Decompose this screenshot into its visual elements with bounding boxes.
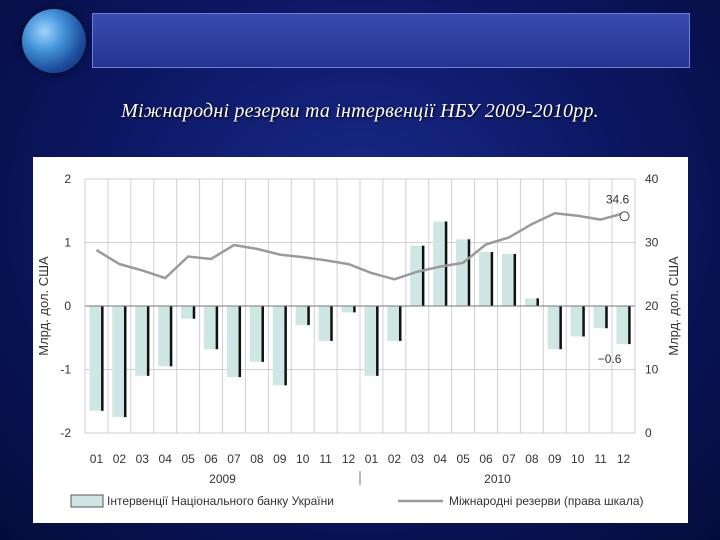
legend-label-interventions: Інтервенції Національного банку України [107, 494, 334, 508]
bar-edge-2 [146, 306, 150, 376]
bar-edge-1 [123, 306, 127, 418]
bar-edge-22 [605, 306, 608, 329]
bar-10 [318, 306, 333, 341]
bar-20 [547, 306, 562, 350]
y-tick-right: 20 [645, 299, 659, 313]
bar-edge-16 [467, 239, 471, 306]
year-label: 2009 [209, 472, 236, 486]
x-tick-label: 05 [181, 452, 195, 466]
bar-6 [226, 306, 242, 378]
legend-label-reserves: Міжнародні резерви (права шкала) [449, 494, 644, 508]
bar-15 [433, 221, 448, 306]
y-tick-left: -1 [60, 363, 71, 377]
legend-swatch-interventions [70, 494, 104, 508]
y-tick-left: 2 [64, 172, 71, 186]
x-tick-label: 03 [411, 452, 425, 466]
bar-12 [364, 306, 379, 376]
x-tick-label: 09 [548, 452, 562, 466]
bar-edge-17 [490, 252, 494, 306]
slide-title: Міжнародні резерви та інтервенції НБУ 20… [121, 100, 599, 122]
bar-14 [410, 245, 425, 306]
x-tick-label: 10 [296, 452, 310, 466]
y-axis-label-right: Млрд. дол. США [666, 256, 681, 356]
y-tick-right: 10 [645, 363, 659, 377]
x-tick-label: 07 [227, 452, 241, 466]
y-tick-right: 30 [645, 236, 659, 250]
bar-1 [112, 306, 127, 418]
bar-2 [135, 306, 150, 376]
x-tick-label: 02 [113, 452, 127, 466]
bar-0 [89, 306, 104, 411]
y-tick-right: 0 [645, 426, 652, 440]
x-tick-label: 08 [250, 452, 264, 466]
chart-panel: 34.6 −0.6 2 1 0 -1 -2 40 30 20 10 0 Млрд. дол. США Мл… [33, 157, 688, 523]
bar-edge-0 [101, 306, 104, 411]
y-tick-left: 0 [64, 299, 71, 313]
x-tick-label: 06 [479, 452, 493, 466]
bar-edge-5 [215, 306, 219, 350]
bar-edge-12 [376, 306, 379, 376]
x-tick-label: 12 [342, 452, 356, 466]
x-tick-label: 07 [502, 452, 516, 466]
annotation-intervention-last: −0.6 [598, 352, 622, 366]
bar-7 [249, 306, 264, 362]
globe-logo-icon [22, 9, 86, 73]
x-tick-label: 11 [594, 452, 607, 466]
x-tick-label: 08 [525, 452, 539, 466]
annotation-reserves-last: 34.6 [606, 192, 630, 206]
x-tick-label: 04 [159, 452, 173, 466]
x-tick-label: 11 [319, 452, 332, 466]
bar-edge-9 [307, 306, 310, 326]
x-tick-label: 09 [273, 452, 287, 466]
bar-4 [181, 306, 196, 319]
bar-edge-21 [582, 306, 585, 337]
bar-3 [158, 306, 173, 367]
x-tick-label: 03 [136, 452, 150, 466]
x-tick-label: 01 [90, 452, 104, 466]
x-tick-label: 04 [434, 452, 448, 466]
x-tick-label: 05 [456, 452, 470, 466]
y-axis-label-left: Млрд. дол. США [36, 256, 51, 356]
bar-18 [501, 253, 517, 306]
bar-edge-18 [513, 253, 517, 306]
bar-13 [387, 306, 402, 341]
bar-8 [272, 306, 287, 386]
bar-edge-15 [444, 221, 448, 306]
y-tick-left: -2 [60, 426, 71, 440]
bar-17 [478, 252, 494, 306]
bar-edge-7 [261, 306, 264, 362]
bar-edge-3 [169, 306, 173, 367]
bar-edge-8 [284, 306, 287, 386]
y-tick-right: 40 [645, 172, 659, 186]
bar-edge-10 [330, 306, 333, 341]
bar-edge-14 [421, 245, 425, 306]
bar-edge-11 [353, 306, 356, 313]
bar-edge-20 [559, 306, 562, 350]
x-tick-label: 06 [204, 452, 218, 466]
bar-edge-4 [192, 306, 196, 319]
x-tick-label: 10 [571, 452, 585, 466]
x-tick-label: 01 [365, 452, 379, 466]
bar-23 [616, 306, 631, 345]
year-label: 2010 [484, 472, 511, 486]
x-tick-label: 02 [388, 452, 402, 466]
bar-21 [570, 306, 585, 337]
bar-9 [295, 306, 310, 326]
bar-edge-6 [238, 306, 242, 378]
bar-edge-23 [628, 306, 631, 345]
y-tick-left: 1 [64, 236, 71, 250]
bar-11 [341, 306, 356, 313]
bar-16 [456, 239, 471, 306]
world-map-banner [92, 13, 690, 68]
x-tick-label: 12 [617, 452, 631, 466]
reserves-line [95, 212, 624, 281]
bar-22 [593, 306, 608, 329]
bar-5 [203, 306, 219, 350]
reserves-end-marker [619, 211, 630, 222]
bar-edge-19 [536, 298, 539, 306]
bar-19 [524, 298, 539, 306]
bar-edge-13 [398, 306, 402, 341]
